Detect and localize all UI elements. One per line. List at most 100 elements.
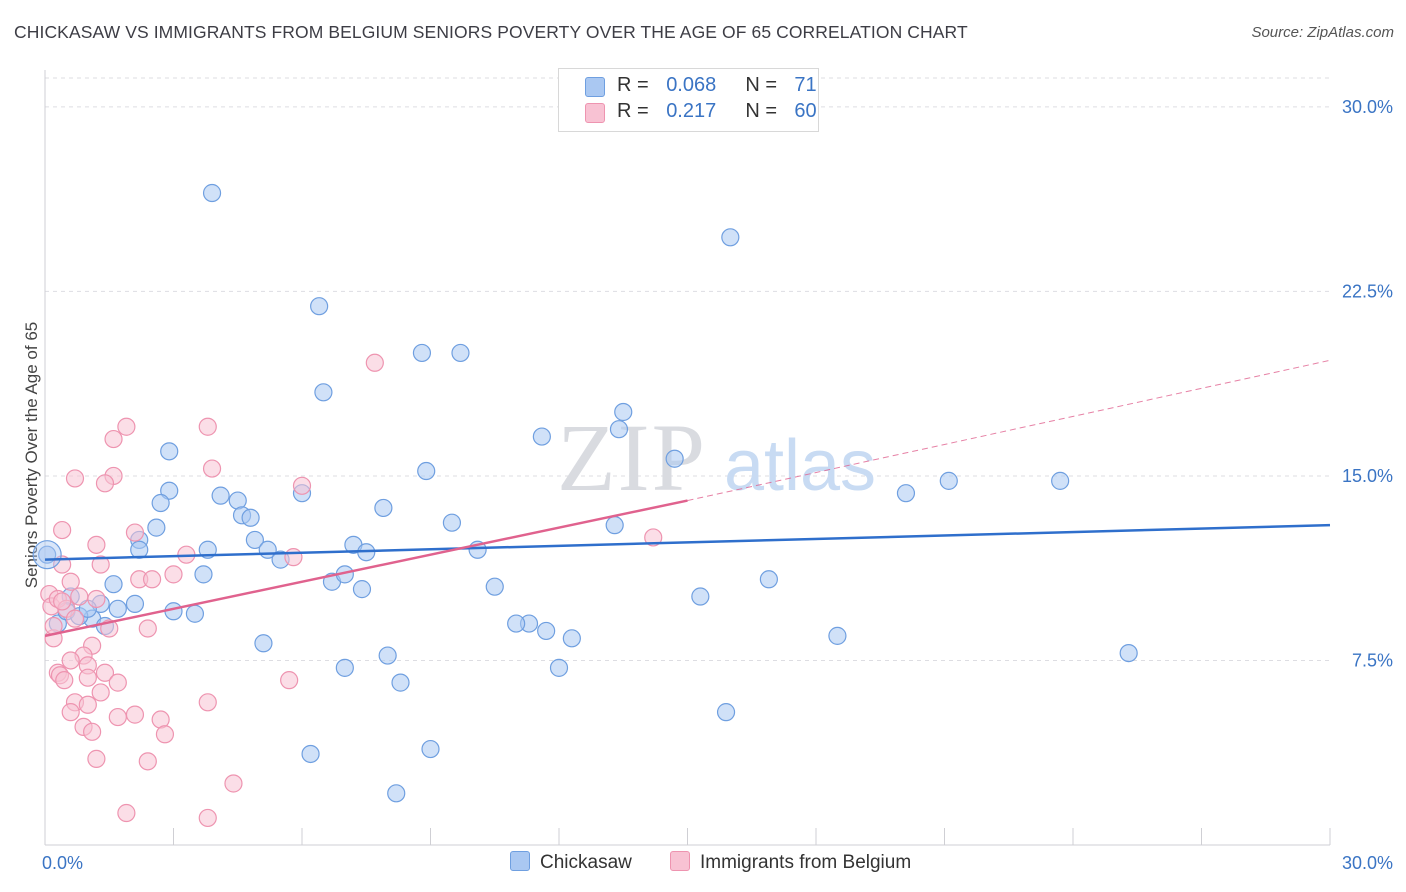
data-point — [896, 484, 916, 503]
data-point — [138, 752, 157, 771]
data-point — [254, 634, 273, 653]
data-point — [310, 297, 329, 316]
data-point — [352, 580, 372, 599]
data-point — [164, 565, 183, 584]
trend-line-belgium — [44, 499, 688, 638]
data-point — [365, 353, 384, 372]
data-point — [160, 442, 179, 461]
data-point — [280, 671, 299, 690]
data-point — [61, 572, 80, 591]
data-point — [284, 548, 303, 567]
data-point — [61, 703, 80, 722]
data-point — [716, 703, 736, 722]
data-point — [78, 695, 97, 714]
data-point — [759, 570, 778, 589]
data-point — [65, 469, 85, 488]
watermark-atlas: atlas — [724, 426, 876, 506]
data-point — [151, 493, 170, 513]
y-tick-label: 15.0% — [1342, 466, 1393, 486]
data-point — [53, 592, 72, 611]
legend-swatch-chickasaw — [585, 77, 605, 97]
data-point — [125, 523, 145, 542]
data-point — [532, 427, 551, 446]
data-point — [155, 725, 175, 744]
series-chickasaw — [38, 183, 1138, 803]
data-point — [91, 555, 110, 574]
data-point — [61, 651, 80, 670]
legend-swatch-belgium — [585, 103, 605, 123]
data-point — [485, 577, 504, 596]
series-belgium — [40, 353, 663, 828]
data-point — [108, 673, 127, 692]
data-point — [185, 604, 205, 623]
tick-labels: 7.5% 15.0% 22.5% 30.0% 0.0% 30.0% — [42, 97, 1393, 873]
data-point — [691, 587, 710, 606]
data-point — [245, 530, 264, 550]
data-point — [138, 619, 157, 638]
data-point — [125, 705, 145, 724]
data-point — [202, 183, 222, 203]
data-point — [104, 575, 123, 594]
axes — [44, 70, 1331, 846]
watermark-zip: ZIP — [557, 404, 707, 511]
grid-lines — [45, 77, 1330, 661]
data-point — [198, 693, 217, 712]
data-point — [391, 673, 410, 692]
data-point — [549, 658, 569, 677]
data-point — [55, 671, 74, 690]
data-point — [442, 513, 462, 532]
data-point — [224, 774, 243, 793]
data-point — [301, 744, 320, 764]
data-point — [335, 658, 354, 677]
data-point — [147, 518, 166, 537]
y-tick-label: 30.0% — [1342, 97, 1393, 117]
data-point — [65, 609, 85, 628]
data-point — [160, 481, 179, 500]
data-point — [117, 417, 136, 436]
data-point — [387, 784, 406, 803]
data-point — [202, 459, 222, 478]
data-point — [108, 599, 127, 618]
data-point — [198, 808, 217, 828]
legend-item-chickasaw: Chickasaw — [510, 851, 632, 874]
data-point — [87, 589, 106, 609]
data-point — [412, 343, 432, 363]
data-point — [939, 471, 958, 490]
chart-title: CHICKASAW VS IMMIGRANTS FROM BELGIUM SEN… — [14, 22, 968, 42]
data-point — [537, 621, 556, 641]
legend-item-belgium: Immigrants from Belgium — [670, 851, 911, 874]
data-point — [644, 528, 663, 547]
data-point — [292, 476, 312, 495]
correlation-legend: R = 0.068 N = 71 R = 0.217 N = 60 — [558, 68, 819, 132]
data-point — [562, 629, 581, 648]
data-point — [378, 646, 397, 665]
y-tick-label: 7.5% — [1352, 650, 1393, 670]
data-point — [828, 626, 847, 645]
trend-lines — [44, 359, 1331, 638]
data-point-large — [32, 540, 62, 570]
data-points — [32, 183, 1138, 828]
data-point — [314, 383, 333, 402]
data-point — [417, 461, 436, 481]
data-point — [211, 486, 230, 505]
data-point — [95, 474, 115, 493]
data-point — [451, 343, 470, 363]
legend-swatch-belgium-bottom — [670, 851, 690, 871]
data-point — [78, 668, 97, 687]
legend-text-belgium: R = 0.217 N = 60 — [617, 100, 817, 122]
watermark: ZIP atlas — [557, 404, 876, 511]
data-point — [198, 417, 217, 436]
y-tick-label: 22.5% — [1342, 281, 1393, 301]
data-point — [142, 570, 162, 589]
data-point — [70, 587, 89, 606]
data-point — [91, 683, 110, 702]
data-point — [1119, 643, 1138, 663]
source-label: Source: ZipAtlas.com — [1251, 24, 1394, 41]
data-point — [507, 614, 526, 633]
data-point — [374, 498, 393, 518]
legend-text-chickasaw: R = 0.068 N = 71 — [617, 74, 817, 96]
data-point — [95, 663, 115, 682]
data-point — [87, 749, 106, 768]
data-point — [104, 429, 123, 449]
